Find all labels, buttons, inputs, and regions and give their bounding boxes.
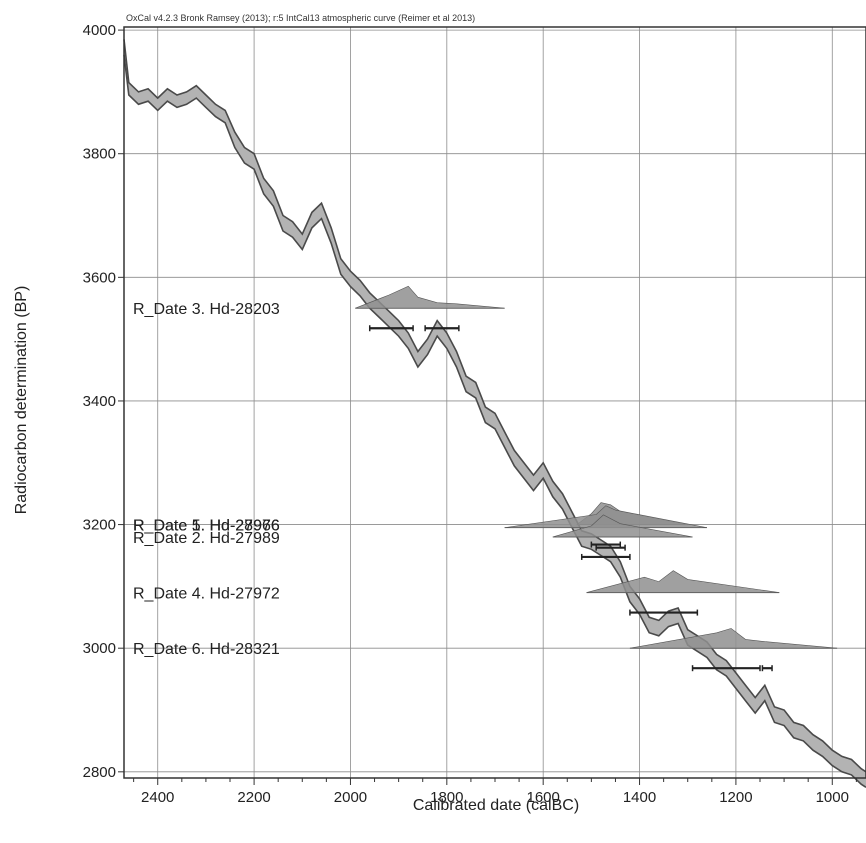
x-tick-label: 1200	[719, 789, 752, 806]
sample-label: R_Date 4. Hd-27972	[133, 586, 280, 603]
y-tick-label: 4000	[83, 22, 116, 39]
y-tick-label: 3600	[83, 269, 116, 286]
sample-label: R_Date 5. Hd-28976	[133, 518, 280, 535]
y-tick-label: 2800	[83, 764, 116, 781]
curve-lower-line	[123, 54, 866, 788]
x-tick-label: 2400	[141, 789, 174, 806]
y-axis-label: Radiocarbon determination (BP)	[13, 286, 30, 515]
sample-pdf	[552, 514, 693, 538]
curve-upper-line	[123, 39, 866, 773]
x-tick-label: 1800	[430, 789, 463, 806]
y-tick-label: 3000	[83, 640, 116, 657]
sample-label: R_Date 3. Hd-28203	[133, 301, 280, 318]
x-axis-label: Calibrated date (calBC)	[413, 797, 579, 814]
x-tick-label: 1000	[816, 789, 849, 806]
y-tick-label: 3200	[83, 517, 116, 534]
chart-header: OxCal v4.2.3 Bronk Ramsey (2013); r:5 In…	[126, 13, 475, 23]
x-tick-label: 2200	[237, 789, 270, 806]
x-tick-label: 1400	[623, 789, 656, 806]
sample-label: R_Date 6. Hd-28321	[133, 641, 280, 658]
x-tick-label: 1600	[526, 789, 559, 806]
calibration-curve	[123, 39, 866, 788]
sample-pdf	[629, 628, 838, 649]
x-axis-ticks: 2400 2200 2000 1800 1600 1400 1200 1000	[133, 778, 857, 806]
x-tick-label: 2000	[334, 789, 367, 806]
y-tick-label: 3800	[83, 146, 116, 163]
sample-pdf	[586, 570, 780, 593]
y-axis-ticks: 4000 3800 3600 3400 3200 3000 2800	[83, 22, 124, 781]
sample-pdf	[355, 285, 505, 309]
y-tick-label: 3400	[83, 393, 116, 410]
sample-label: R_Date 2. Hd-27989	[133, 530, 280, 547]
sample-label: R_Date 1. Hd-27966	[133, 518, 280, 535]
